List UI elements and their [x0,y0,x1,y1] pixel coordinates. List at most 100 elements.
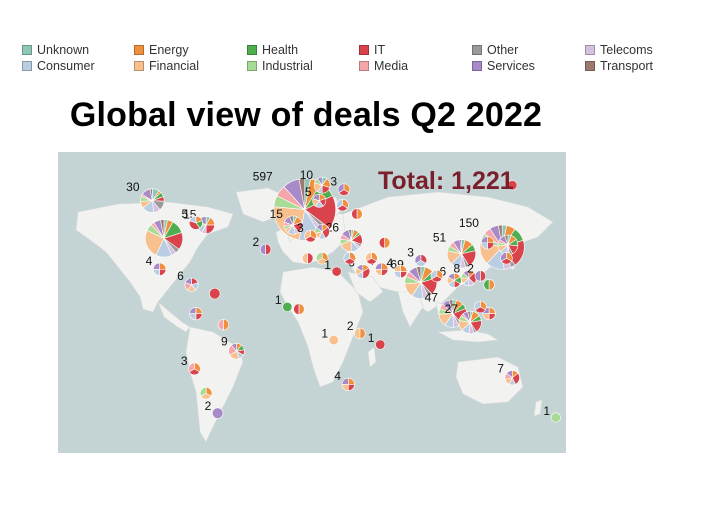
deal-pie[interactable] [482,306,496,321]
legend-item-industrial[interactable]: Industrial [247,58,313,74]
pie-slice [359,327,366,340]
pie-slice [298,303,305,315]
pie-slice [356,264,364,273]
deal-pie[interactable] [140,188,165,213]
deal-pie[interactable] [282,301,293,312]
deal-pie[interactable] [414,254,428,267]
madagascar [367,346,377,368]
deal-pie[interactable] [337,183,351,196]
deal-pie[interactable] [497,234,519,256]
deal-pie[interactable] [312,193,327,208]
deal-pie[interactable] [304,229,317,243]
legend-item-consumer[interactable]: Consumer [22,58,95,74]
legend-item-unknown[interactable]: Unknown [22,42,89,58]
deal-pie[interactable] [343,252,356,265]
pie-slice [316,176,323,187]
deal-markers[interactable]: 5971506951473027261515109876656544443333… [126,168,561,423]
pie-slice [488,279,495,291]
legend-swatch [359,45,369,55]
deal-pie[interactable] [504,370,520,386]
pie-slice [298,178,306,210]
deal-count-label: 2 [467,262,474,276]
pie-slice [209,287,221,300]
deal-pie[interactable] [341,377,355,391]
legend-label: Media [374,59,409,73]
deal-count-label: 4 [146,254,153,268]
deal-pie[interactable] [145,219,183,258]
deal-pie[interactable] [228,343,245,360]
deal-pie[interactable] [339,229,363,252]
deal-pie[interactable] [184,277,199,292]
deal-pie[interactable] [375,339,386,350]
deal-pie[interactable] [336,198,349,212]
pie-slice [480,270,486,282]
pie-slice [462,270,470,279]
deal-pie[interactable] [293,303,305,315]
deal-pie[interactable] [314,224,330,240]
legend-item-telecoms[interactable]: Telecoms [585,42,653,58]
deal-pie[interactable] [302,252,314,264]
deal-pie[interactable] [152,262,167,276]
deal-count-label: 1 [321,326,328,340]
deal-pie[interactable] [507,180,518,191]
legend-item-transport[interactable]: Transport [585,58,653,74]
pie-slice [341,377,349,385]
deal-pie[interactable] [199,387,213,400]
legend-item-it[interactable]: IT [359,42,385,58]
deal-pie[interactable] [483,279,495,291]
pie-slice [550,412,561,423]
deal-pie[interactable] [550,412,561,423]
deal-pie[interactable] [378,237,391,249]
deal-pie[interactable] [188,215,203,230]
deal-pie[interactable] [474,300,487,314]
pie-slice [160,219,165,239]
deal-pie[interactable] [315,252,329,265]
legend-swatch [585,45,595,55]
deal-pie[interactable] [313,176,331,194]
legend-item-energy[interactable]: Energy [134,42,189,58]
deal-pie[interactable] [460,270,477,287]
deal-pie[interactable] [375,262,389,276]
deal-pie[interactable] [458,310,482,334]
deal-pie[interactable] [189,306,203,321]
legend-item-other[interactable]: Other [472,42,518,58]
deal-pie[interactable] [355,264,371,279]
legend-swatch [247,61,257,71]
deal-pie[interactable] [481,236,495,250]
legend-item-services[interactable]: Services [472,58,535,74]
pie-slice [304,229,311,240]
deal-pie[interactable] [283,215,303,235]
pie-slice [331,266,342,277]
legend-swatch [22,61,32,71]
legend-item-media[interactable]: Media [359,58,408,74]
legend-swatch [22,45,32,55]
deal-count-label: 30 [126,180,140,194]
deal-count-label: 4 [387,256,394,270]
legend-item-financial[interactable]: Financial [134,58,199,74]
deal-pie[interactable] [393,264,408,279]
deal-pie[interactable] [474,270,486,282]
deal-pie[interactable] [351,208,363,220]
deal-pie[interactable] [331,266,342,277]
deal-pie[interactable] [211,407,224,419]
deal-pie[interactable] [259,243,272,256]
deal-pie[interactable] [438,299,467,328]
pie-slice [152,262,160,270]
legend-swatch [585,61,595,71]
pie-slice [343,252,351,262]
pie-slice [506,370,513,379]
deal-pie[interactable] [446,239,477,269]
deal-pie[interactable] [430,269,443,283]
deal-pie[interactable] [328,335,339,346]
legend-item-health[interactable]: Health [247,42,298,58]
pie-slice [348,229,352,241]
deal-pie[interactable] [209,287,221,300]
world-map[interactable]: 5971506951473027261515109876656544443333… [58,152,566,453]
deal-pie[interactable] [217,318,230,331]
deal-pie[interactable] [500,252,513,265]
deal-pie[interactable] [188,362,201,376]
deal-pie[interactable] [446,273,462,288]
deal-count-label: 9 [221,334,228,348]
deal-pie[interactable] [354,327,366,340]
deal-pie[interactable] [365,252,378,265]
